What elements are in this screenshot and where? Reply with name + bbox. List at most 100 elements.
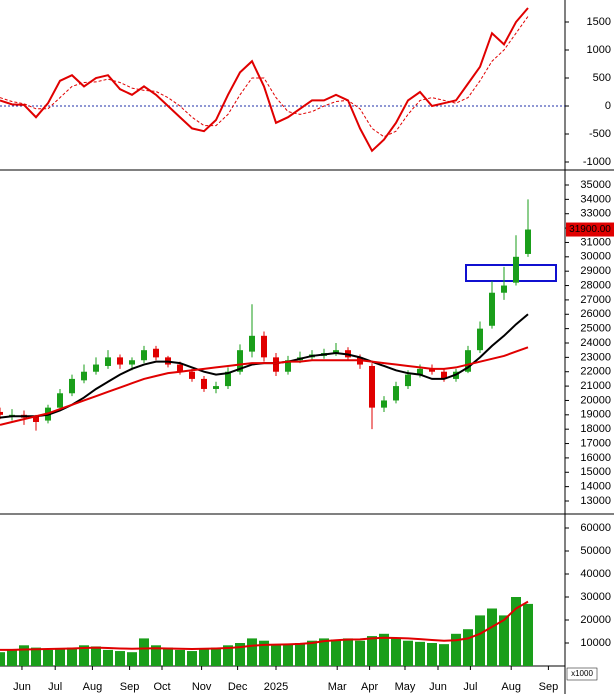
- y-tick-label: 27000: [580, 294, 611, 306]
- candle-body: [69, 378, 75, 394]
- candle-body: [81, 371, 87, 381]
- y-tick-label: 29000: [580, 265, 611, 277]
- volume-bar: [499, 615, 509, 666]
- y-tick-label: 13000: [580, 495, 611, 507]
- volume-bar: [163, 647, 173, 666]
- candle-body: [477, 328, 483, 351]
- support-box: [465, 264, 557, 282]
- candle-body: [381, 400, 387, 408]
- volume-bar: [7, 649, 17, 666]
- volume-bar: [55, 648, 65, 666]
- x-tick-label: Aug: [83, 681, 103, 693]
- volume-bar: [103, 649, 113, 666]
- y-tick-label: 18000: [580, 423, 611, 435]
- unit-box: [566, 667, 598, 681]
- candle-body: [117, 357, 123, 365]
- volume-bar: [475, 615, 485, 666]
- volume-bar: [31, 647, 41, 666]
- y-tick-label: 500: [593, 72, 611, 84]
- y-tick-label: 17000: [580, 437, 611, 449]
- y-tick-label: 34000: [580, 193, 611, 205]
- y-tick-label: 15000: [580, 466, 611, 478]
- y-tick-label: 19000: [580, 409, 611, 421]
- x-tick-label: Aug: [501, 681, 521, 693]
- x-tick-label: Jun: [429, 681, 447, 693]
- candle-body: [33, 416, 39, 422]
- candle-body: [0, 411, 3, 415]
- volume-bar: [283, 644, 293, 666]
- x-tick-label: Mar: [328, 681, 347, 693]
- volume-bar: [79, 645, 89, 666]
- x-tick-label: Sep: [120, 681, 140, 693]
- x-tick-label: 2025: [264, 681, 288, 693]
- y-tick-label: 28000: [580, 279, 611, 291]
- candle-body: [525, 229, 531, 254]
- candle-body: [369, 365, 375, 408]
- line: [0, 16, 529, 138]
- y-tick-label: 24000: [580, 337, 611, 349]
- candle-body: [201, 378, 207, 389]
- line: [0, 600, 529, 651]
- y-tick-label: 60000: [580, 522, 611, 534]
- volume-bar: [487, 608, 497, 666]
- candle-body: [153, 348, 159, 358]
- candle-body: [393, 386, 399, 401]
- volume-bar: [391, 638, 401, 666]
- volume-bar: [247, 638, 257, 666]
- x-tick-label: May: [395, 681, 416, 693]
- y-tick-label: 23000: [580, 351, 611, 363]
- volume-bar: [271, 645, 281, 666]
- volume-bar: [319, 638, 329, 666]
- unit-label: x1000: [571, 669, 593, 678]
- volume-bar: [19, 645, 29, 666]
- x-tick-label: Apr: [361, 681, 378, 693]
- y-tick-label: 33000: [580, 208, 611, 220]
- volume-bar: [187, 651, 197, 666]
- y-tick-label: 10000: [580, 637, 611, 649]
- y-tick-label: 40000: [580, 568, 611, 580]
- volume-bar: [235, 642, 245, 666]
- volume-bar: [427, 642, 437, 666]
- candle-body: [225, 371, 231, 387]
- volume-bar: [463, 629, 473, 666]
- y-tick-label: 20000: [580, 394, 611, 406]
- candle-body: [93, 364, 99, 372]
- volume-bar: [331, 639, 341, 666]
- candle-body: [429, 368, 435, 372]
- volume-bar: [511, 596, 521, 666]
- x-tick-label: Jun: [13, 681, 31, 693]
- volume-bar: [199, 648, 209, 666]
- candle-body: [213, 386, 219, 389]
- volume-bar: [0, 652, 5, 666]
- volume-bar: [175, 649, 185, 666]
- candle-body: [513, 256, 519, 283]
- price-label: 31900.00: [569, 224, 611, 235]
- x-tick-label: Jul: [48, 681, 62, 693]
- volume-bar: [307, 640, 317, 666]
- volume-bar: [295, 642, 305, 666]
- x-tick-label: Nov: [192, 681, 212, 693]
- x-tick-label: Jul: [463, 681, 477, 693]
- volume-bar: [223, 645, 233, 666]
- volume-bar: [139, 638, 149, 666]
- volume-bar: [151, 645, 161, 666]
- y-tick-label: 20000: [580, 614, 611, 626]
- candle-body: [465, 350, 471, 372]
- y-tick-label: 25000: [580, 323, 611, 335]
- volume-bar: [115, 651, 125, 666]
- candle-body: [189, 371, 195, 379]
- y-tick-label: 30000: [580, 251, 611, 263]
- line: [0, 346, 529, 426]
- x-tick-label: Sep: [539, 681, 559, 693]
- candle-body: [261, 335, 267, 358]
- y-tick-label: 0: [605, 100, 611, 112]
- candle-body: [273, 357, 279, 372]
- y-tick-label: 14000: [580, 481, 611, 493]
- volume-bar: [127, 652, 137, 666]
- volume-bar: [343, 638, 353, 666]
- y-tick-label: 35000: [580, 179, 611, 191]
- volume-bar: [415, 641, 425, 666]
- volume-bar: [67, 647, 77, 666]
- y-tick-label: -500: [589, 128, 611, 140]
